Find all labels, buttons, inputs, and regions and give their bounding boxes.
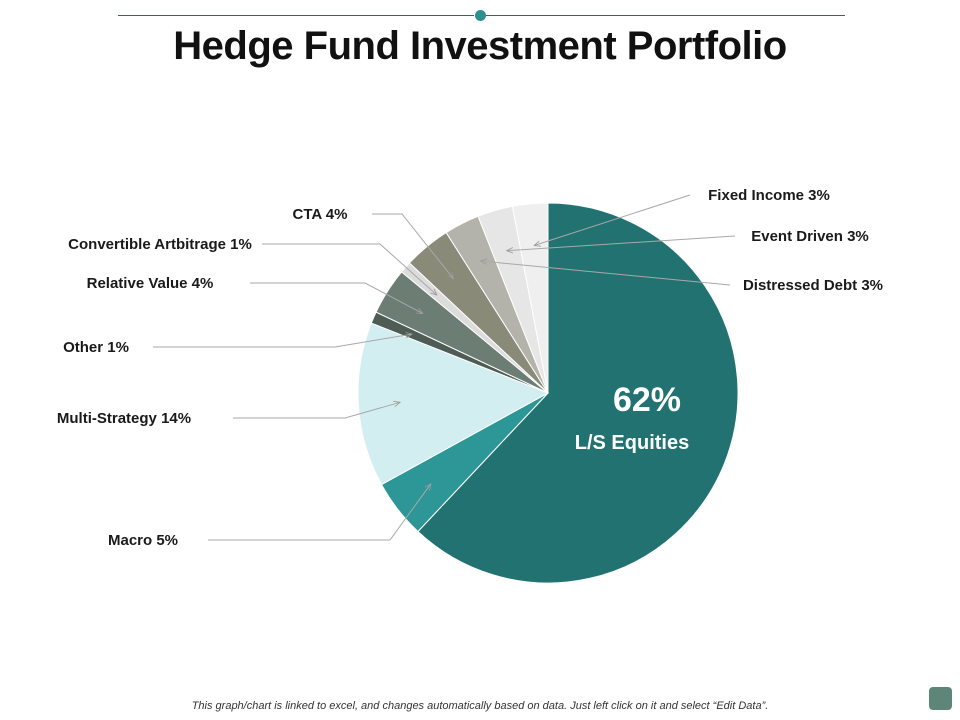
slice-label-multi-strategy: Multi-Strategy 14% [57,410,191,427]
pie-slices [357,202,739,584]
slice-label-fixed-income: Fixed Income 3% [708,187,830,204]
leader-line-cta [372,213,454,279]
leader-line-relative-value [250,282,423,314]
footer-note: This graph/chart is linked to excel, and… [191,700,769,712]
leader-line-other [153,334,412,348]
slice-label-macro: Macro 5% [108,532,178,549]
page-title: Hedge Fund Investment Portfolio [173,24,787,68]
leader-line-multi-strategy [233,402,400,419]
top-rule-dot [475,10,486,21]
pie-slice-l-s-equities[interactable] [417,202,739,584]
slice-label-cta: CTA 4% [292,206,347,223]
main-slice-name-label: L/S Equities [575,432,689,454]
leader-line-fixed-income [534,194,691,246]
pie-slice-fixed-income[interactable] [511,202,549,394]
corner-button[interactable] [929,687,952,710]
leader-line-macro [208,484,431,541]
slice-labels: 62% L/S Equities Macro 5% Multi-Strategy 14… [57,187,883,549]
leader-line-convertible-artbitrage [262,243,437,295]
top-rule-left [118,15,474,16]
pie-slice-multi-strategy[interactable] [357,322,550,486]
leader-line-distressed-debt [481,261,731,286]
slice-label-event-driven: Event Driven 3% [751,228,869,245]
slice-label-distressed-debt: Distressed Debt 3% [743,277,883,294]
main-slice-value-label: 62% [613,381,681,419]
slice-label-convertible-artbitrage: Convertible Artbitrage 1% [68,236,252,253]
leader-line-event-driven [507,235,736,251]
leader-lines [153,194,736,541]
slice-label-other: Other 1% [63,339,129,356]
top-rule-right [486,15,845,16]
slice-label-relative-value: Relative Value 4% [87,275,214,292]
